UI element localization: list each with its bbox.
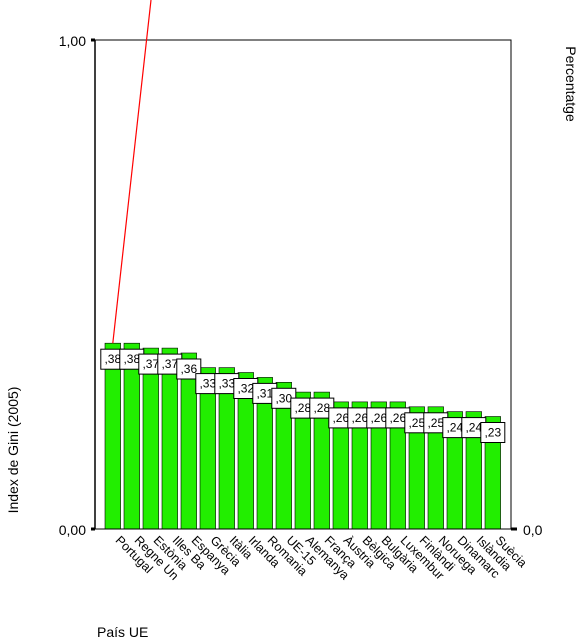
- data-label: ,26: [347, 407, 373, 429]
- bar-4: [161, 347, 178, 530]
- data-label: ,24: [461, 417, 487, 439]
- data-label-text: ,36: [180, 362, 197, 376]
- y-tick-label-max: 1,00: [59, 33, 86, 49]
- data-label-text: ,28: [313, 401, 330, 415]
- data-label: ,28: [309, 397, 335, 419]
- x-axis-label: País UE: [97, 624, 148, 640]
- data-label-text: ,33: [218, 377, 235, 391]
- data-label: ,28: [290, 397, 316, 419]
- bar-3: [142, 347, 159, 530]
- y-tick-label-min: 0,00: [59, 522, 86, 538]
- data-label-text: ,26: [389, 411, 406, 425]
- y-axis-label: Index de Gini (2005): [5, 387, 21, 514]
- data-label-text: ,31: [256, 386, 273, 400]
- data-label: ,33: [195, 373, 221, 395]
- data-label: ,31: [252, 382, 278, 404]
- data-label-text: ,37: [161, 357, 178, 371]
- axes-layer: 1,00 0,00 0,0 Index de Gini (2005) Perce…: [5, 33, 579, 640]
- data-label: ,38: [119, 348, 145, 370]
- data-label-text: ,23: [484, 426, 501, 440]
- data-label: ,26: [366, 407, 392, 429]
- data-label: ,36: [176, 358, 202, 380]
- data-label-text: ,26: [351, 411, 368, 425]
- data-label-text: ,32: [237, 382, 254, 396]
- data-label-text: ,37: [142, 357, 159, 371]
- data-label: ,32: [233, 378, 259, 399]
- cumulative-line: [112, 0, 152, 344]
- data-label: ,37: [157, 353, 183, 375]
- data-label: ,23: [480, 422, 506, 443]
- data-label: ,33: [214, 373, 240, 395]
- data-label: ,25: [423, 412, 449, 434]
- data-label-text: ,26: [370, 411, 387, 425]
- data-label-text: ,26: [332, 411, 349, 425]
- data-label-text: ,24: [446, 421, 463, 435]
- data-label-text: ,38: [104, 352, 121, 366]
- bars-layer: [104, 342, 501, 530]
- data-label: ,24: [442, 417, 468, 439]
- data-label-text: ,24: [465, 421, 482, 435]
- data-label-box: [480, 422, 506, 443]
- bar-1: [104, 342, 121, 530]
- data-label: ,37: [138, 353, 164, 375]
- right-tick-label: 0,0: [523, 522, 543, 538]
- data-label: ,25: [404, 412, 430, 434]
- data-label-box: [176, 358, 202, 380]
- data-label-text: ,28: [294, 401, 311, 415]
- data-label-text: ,38: [123, 352, 140, 366]
- bar-2: [123, 342, 140, 530]
- data-label-text: ,25: [408, 416, 425, 430]
- data-label-text: ,30: [275, 391, 292, 405]
- data-label-text: ,33: [199, 377, 216, 391]
- data-label-text: ,25: [427, 416, 444, 430]
- value-labels-layer: ,38,38,37,37,36,33,33,32,31,30,28,28,26,…: [100, 348, 506, 443]
- right-axis-label: Percentatge: [563, 46, 579, 122]
- cumulative-line-layer: [112, 0, 152, 344]
